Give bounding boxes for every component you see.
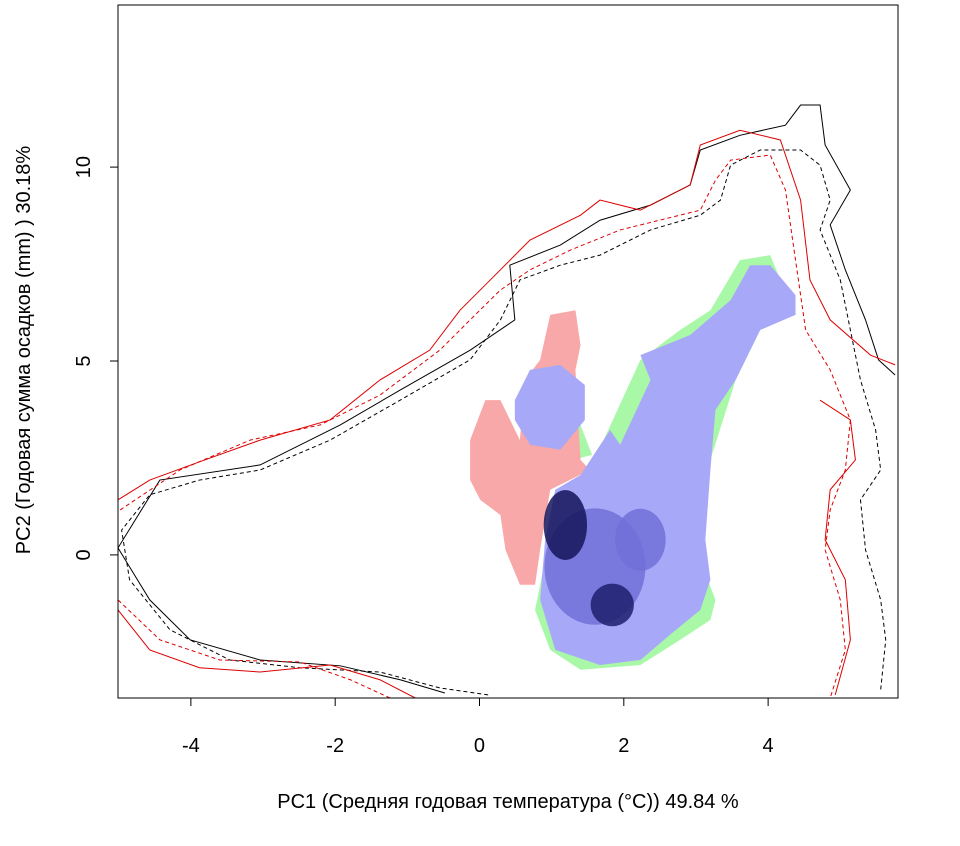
plot-frame [117, 4, 899, 699]
x-tick-label: -2 [326, 735, 344, 757]
density-peak [590, 583, 634, 627]
y-tick-label: 10 [73, 156, 95, 178]
x-tick-label: 4 [763, 735, 774, 757]
contour-line [121, 149, 887, 696]
y-tick-label: 0 [73, 549, 95, 560]
contour-line [118, 129, 896, 698]
contour-line [118, 104, 896, 694]
x-axis-label: PC1 (Средняя годовая температура (°C)) 4… [277, 791, 739, 813]
density-area [514, 364, 585, 450]
y-tick-label: 5 [73, 355, 95, 366]
x-tick-label: -4 [182, 735, 200, 757]
contour-line [118, 154, 851, 698]
x-tick-label: 2 [618, 735, 629, 757]
y-axis-label: PC2 (Годовая сумма осадков (mm) ) 30.18% [13, 146, 35, 555]
x-tick-label: 0 [474, 735, 485, 757]
density-peak [543, 490, 588, 560]
density-peak [615, 508, 666, 571]
plot-area [118, 104, 896, 698]
